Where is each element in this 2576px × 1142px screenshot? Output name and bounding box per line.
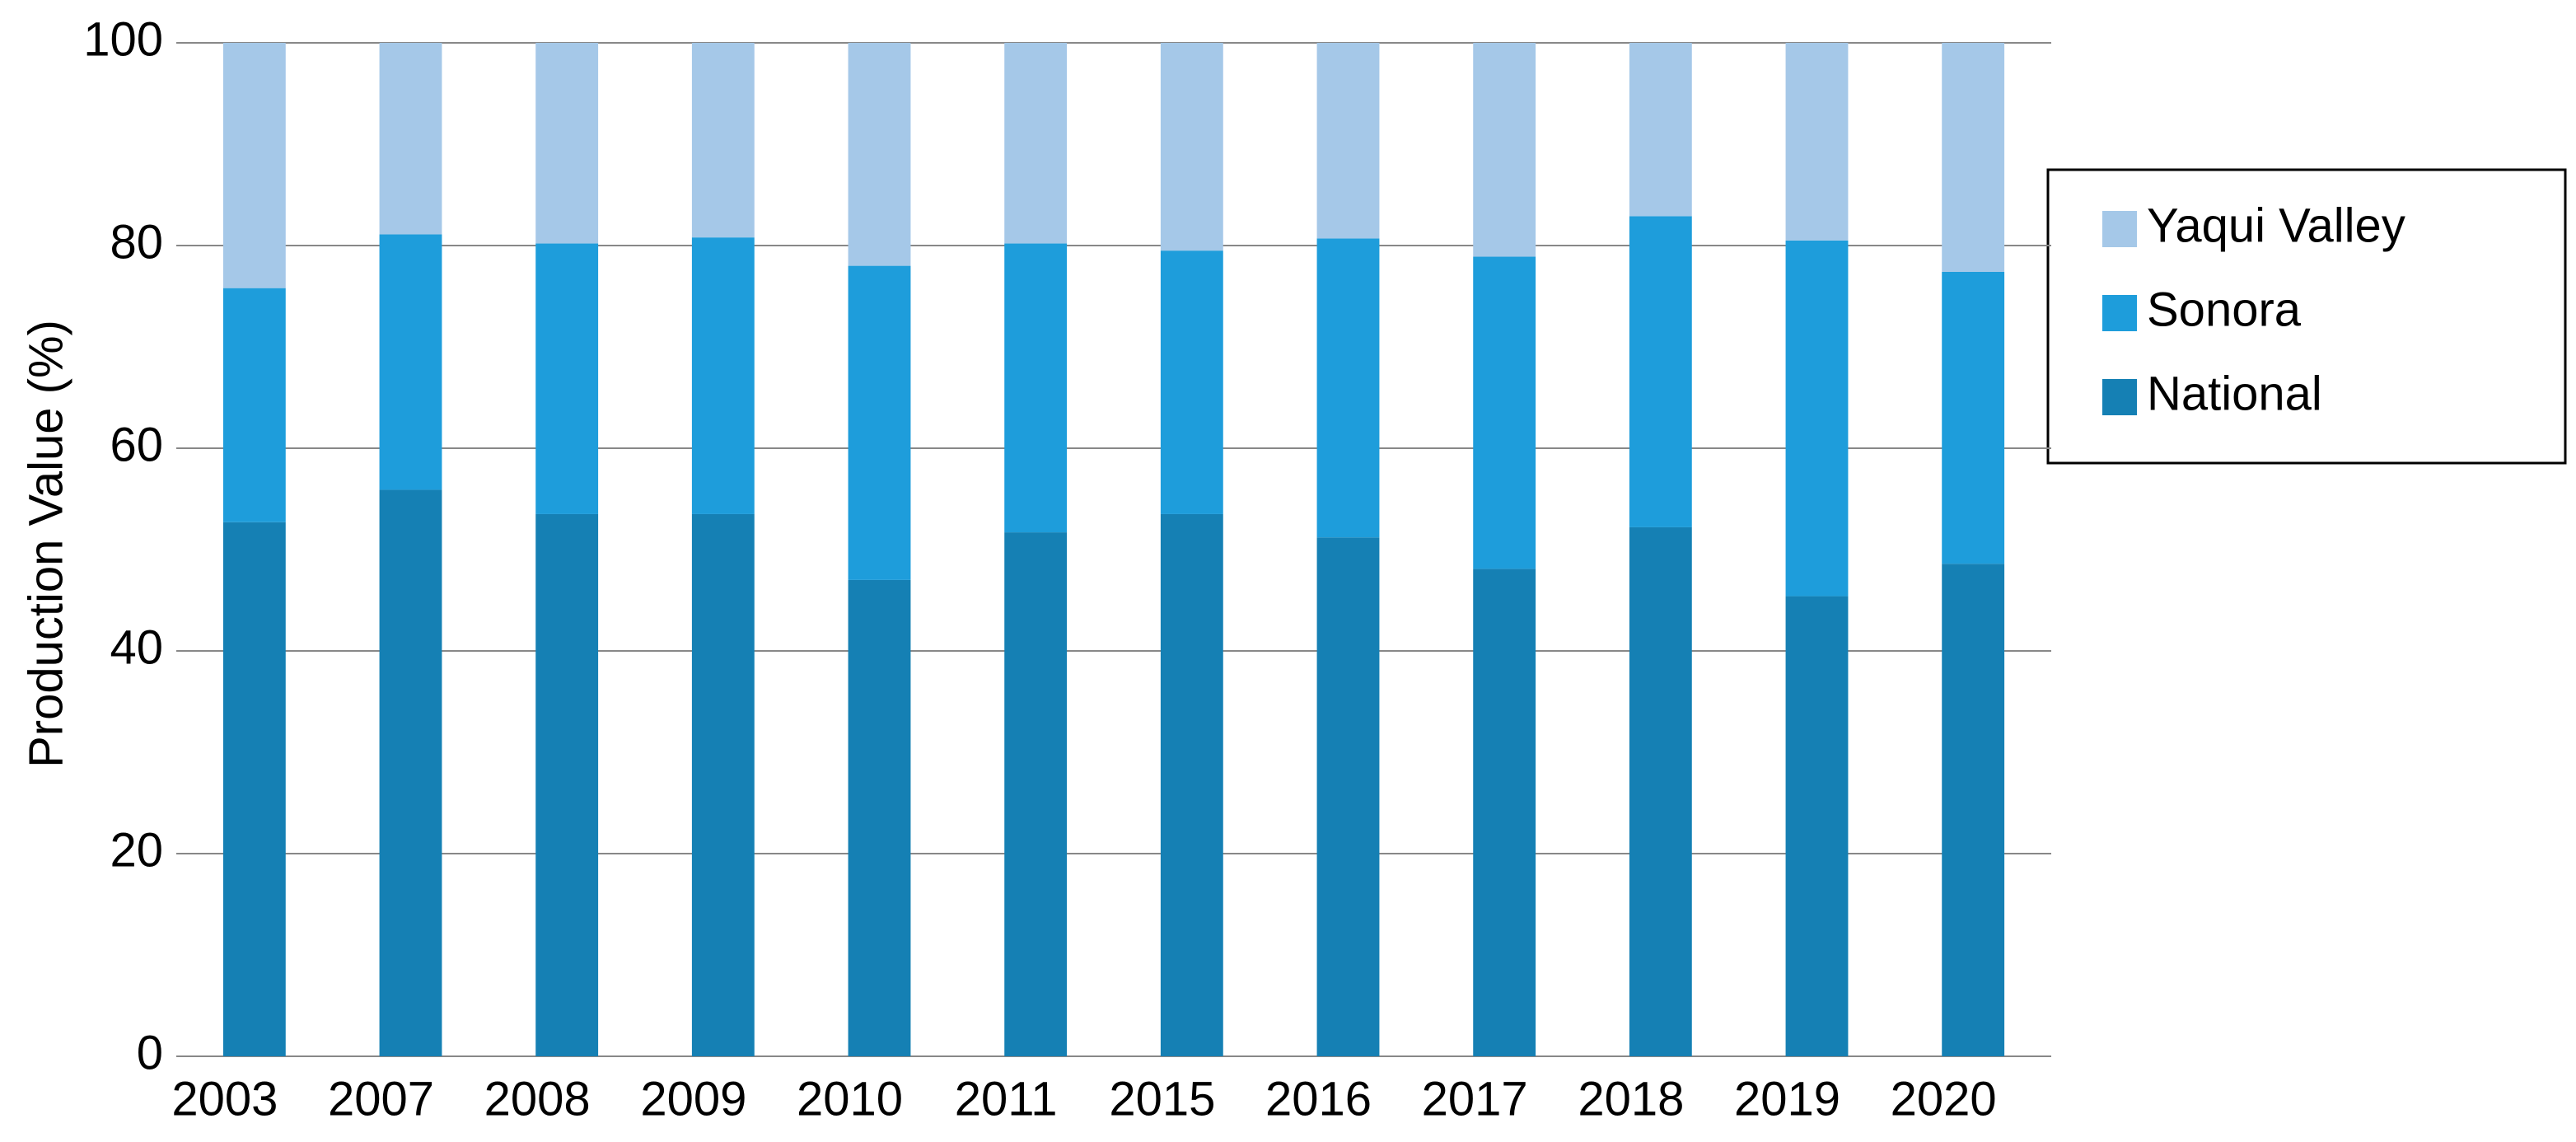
x-tick-label: 2011 (955, 1072, 1058, 1126)
y-tick-label: 40 (110, 620, 163, 674)
bar-segment (1004, 243, 1068, 533)
x-tick-label: 2008 (484, 1072, 591, 1126)
legend-label: Sonora (2147, 283, 2302, 336)
bar-segment (691, 513, 755, 1056)
bar-segment (1316, 43, 1380, 239)
bar-segment (848, 579, 911, 1056)
y-tick-label: 100 (83, 12, 163, 66)
bar-segment (379, 234, 442, 490)
x-tick-label: 2010 (797, 1072, 903, 1126)
bar-segment (1160, 513, 1223, 1056)
legend-swatch (2102, 379, 2137, 415)
x-tick-label: 2016 (1265, 1072, 1372, 1126)
bar-segment (1473, 256, 1536, 569)
bar-segment (1942, 43, 2005, 272)
bar-segment (691, 43, 755, 238)
bar-segment (1316, 238, 1380, 538)
x-tick-label: 2017 (1422, 1072, 1528, 1126)
bar-segment (1316, 537, 1380, 1056)
bar-segment (848, 43, 911, 266)
bar-segment (1004, 532, 1068, 1056)
bar-segment (222, 43, 286, 288)
x-tick-label: 2019 (1734, 1072, 1840, 1126)
bar-segment (1473, 43, 1536, 257)
bar-segment (1942, 564, 2005, 1056)
legend-swatch (2102, 211, 2137, 247)
bar-segment (1473, 569, 1536, 1056)
y-tick-label: 0 (137, 1026, 163, 1079)
bar-segment (535, 243, 599, 514)
bar-segment (379, 489, 442, 1056)
bar-segment (1004, 43, 1068, 244)
bar-segment (1160, 250, 1223, 514)
bar-segment (1785, 596, 1849, 1056)
y-tick-label: 20 (110, 823, 163, 877)
x-tick-label: 2020 (1891, 1072, 1997, 1126)
legend-label: National (2147, 367, 2322, 420)
x-tick-label: 2015 (1109, 1072, 1215, 1126)
bar-segment (1160, 43, 1223, 251)
bar-segment (848, 265, 911, 580)
bar-segment (1785, 240, 1849, 597)
y-tick-label: 80 (110, 215, 163, 269)
bar-segment (691, 237, 755, 514)
x-tick-label: 2003 (171, 1072, 278, 1126)
bar-segment (1785, 43, 1849, 241)
bar-segment (1629, 216, 1692, 527)
bar-segment (1629, 43, 1692, 217)
y-axis-label: Production Value (%) (19, 320, 72, 768)
legend-label: Yaqui Valley (2147, 199, 2405, 252)
bar-segment (379, 43, 442, 235)
bar-segment (222, 288, 286, 522)
y-tick-label: 60 (110, 418, 163, 471)
x-tick-label: 2007 (328, 1072, 434, 1126)
bar-segment (535, 43, 599, 244)
bar-segment (1629, 527, 1692, 1056)
bar-segment (1942, 271, 2005, 564)
legend-swatch (2102, 295, 2137, 331)
x-tick-label: 2009 (640, 1072, 746, 1126)
x-tick-label: 2018 (1578, 1072, 1684, 1126)
bar-segment (222, 522, 286, 1056)
bar-segment (535, 513, 599, 1056)
